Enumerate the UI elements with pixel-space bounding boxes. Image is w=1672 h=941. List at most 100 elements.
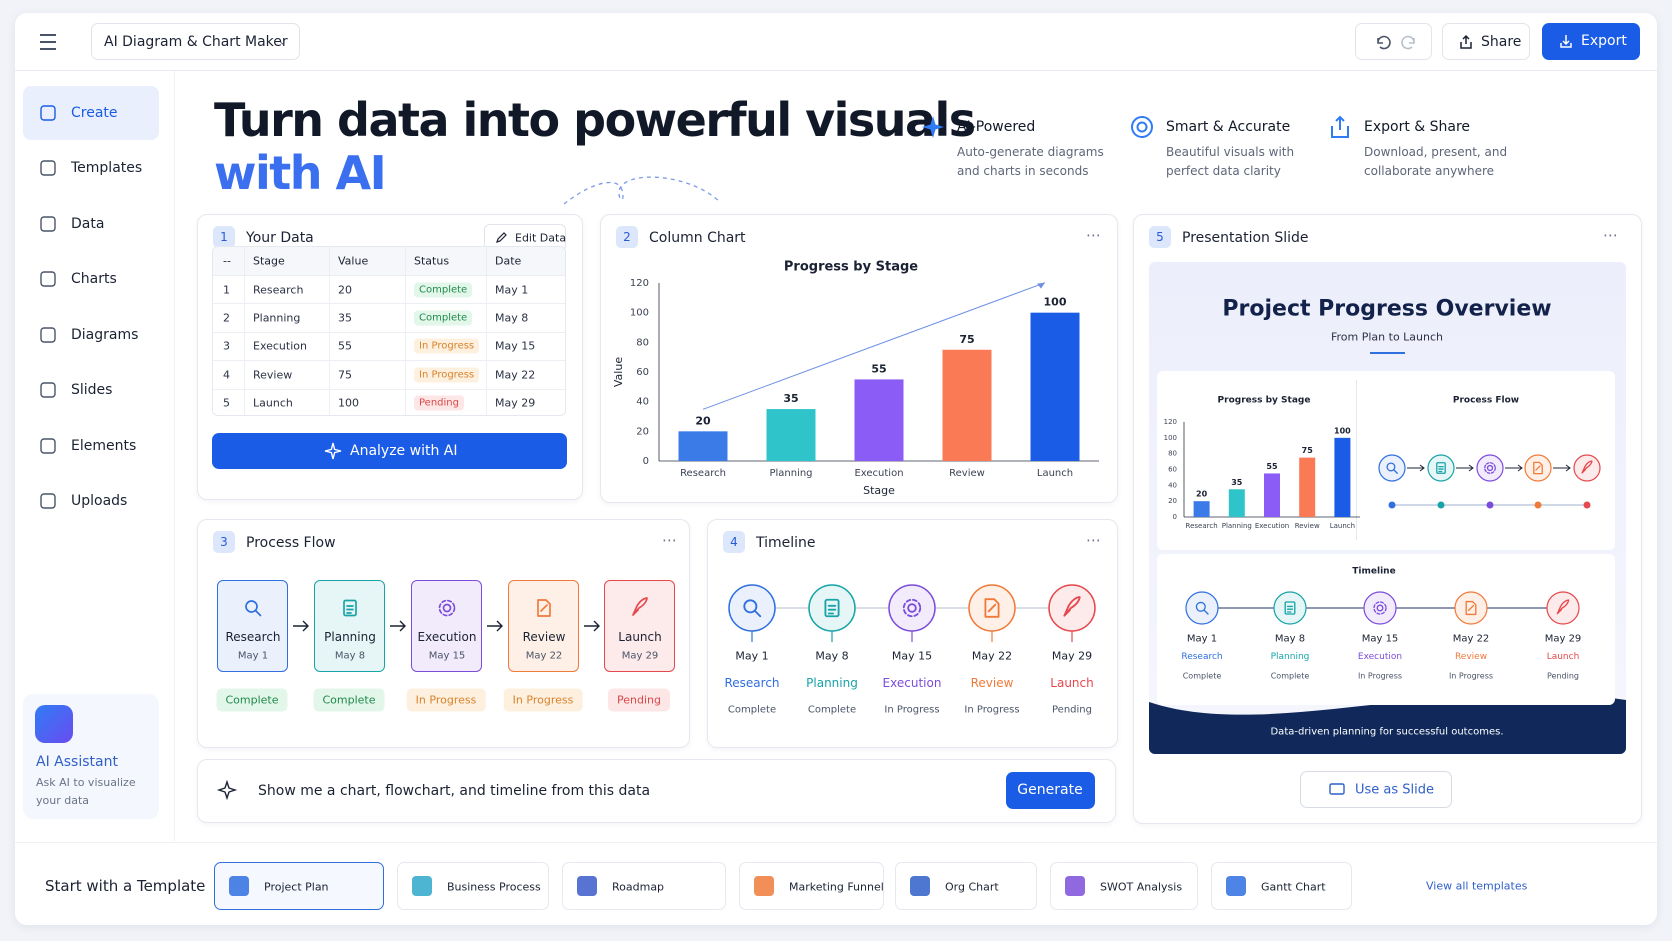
ai-assistant-card[interactable]: AI Assistant Ask AI to visualize your dat… <box>23 694 159 819</box>
status-pill: In Progress <box>406 688 486 712</box>
template-label: Roadmap <box>612 880 665 894</box>
template-card[interactable]: Roadmap <box>562 862 726 910</box>
icon <box>1465 600 1477 616</box>
slide-footer: Data-driven planning for successful outc… <box>1270 726 1504 738</box>
status-pill: Complete <box>313 688 385 712</box>
share-button[interactable]: Share <box>1442 23 1530 60</box>
column-header: -- <box>223 254 231 268</box>
column-header: Stage <box>253 254 285 268</box>
template-card[interactable]: Business Process <box>397 862 549 910</box>
status-pill: In Progress <box>414 338 480 354</box>
app-title-dropdown[interactable]: AI Diagram & Chart Maker ⌄ <box>91 23 300 60</box>
generate-button[interactable]: Generate <box>1006 772 1095 809</box>
icon <box>1486 464 1494 472</box>
sidebar-item[interactable]: Data <box>23 197 159 251</box>
icon <box>632 597 648 616</box>
y-tick-label: 0 <box>643 456 649 467</box>
template-card[interactable]: Project Plan <box>214 862 384 910</box>
step-badge: 5 <box>1149 226 1171 248</box>
graphic <box>537 599 551 617</box>
template-card[interactable]: SWOT Analysis <box>1050 862 1198 910</box>
template-icon <box>754 876 774 896</box>
bar <box>942 349 992 461</box>
use-as-slide-button[interactable]: Use as Slide <box>1300 771 1452 808</box>
template-icon <box>910 876 930 896</box>
slide-timeline-name: Research <box>1181 652 1223 662</box>
template-card[interactable]: Marketing Funnel <box>739 862 884 910</box>
analyze-button[interactable]: Analyze with AI <box>212 433 567 469</box>
panel-title: Your Data <box>246 230 314 246</box>
graphic <box>343 599 357 617</box>
value-label: 75 <box>1302 446 1314 455</box>
more-menu[interactable]: ⋯ <box>1603 226 1619 244</box>
more-menu[interactable]: ⋯ <box>1086 531 1102 549</box>
sidebar-item[interactable]: Templates <box>23 141 159 195</box>
timeline-node <box>728 584 776 632</box>
bar <box>678 431 728 461</box>
panel-title: Presentation Slide <box>1182 230 1309 246</box>
process-step: Launch May 29 <box>604 580 675 672</box>
table-cell: Execution <box>253 339 307 353</box>
y-tick-label: 40 <box>1168 481 1177 489</box>
slide-title: Project Progress Overview <box>1222 296 1552 322</box>
row-divider <box>213 331 565 333</box>
more-menu[interactable]: ⋯ <box>1086 226 1102 244</box>
step-date: May 22 <box>525 650 563 662</box>
slide-timeline-card <box>1157 554 1615 705</box>
view-all-templates[interactable]: View all templates <box>1426 879 1528 893</box>
y-tick-label: 80 <box>1168 450 1177 458</box>
status-pill: Complete <box>216 688 288 712</box>
table-cell: May 29 <box>495 396 536 410</box>
column-divider <box>405 247 406 415</box>
graphic <box>40 327 56 343</box>
sidebar-item[interactable]: Charts <box>23 252 159 306</box>
y-tick-label: 120 <box>630 278 649 289</box>
template-card[interactable]: Gantt Chart <box>1211 862 1352 910</box>
table-cell: 35 <box>338 311 352 325</box>
graphic <box>40 438 56 454</box>
bar <box>1334 437 1351 517</box>
template-card[interactable]: Org Chart <box>895 862 1037 910</box>
icon <box>1376 604 1384 612</box>
sidebar-label: Elements <box>71 438 137 454</box>
prompt-text[interactable]: Show me a chart, flowchart, and timeline… <box>258 783 651 799</box>
table-cell: 4 <box>223 368 230 382</box>
undo-redo[interactable] <box>1355 23 1432 60</box>
slide-timeline-status: Pending <box>1547 671 1579 681</box>
step-number: 4 <box>730 535 738 549</box>
icon <box>1484 462 1496 474</box>
slide-timeline-date: May 15 <box>1361 633 1399 645</box>
icon <box>827 604 837 615</box>
bar <box>766 409 816 461</box>
table-cell: 3 <box>223 339 230 353</box>
timeline-name: Review <box>970 676 1014 690</box>
icon <box>245 600 258 613</box>
step-date: May 15 <box>428 650 466 662</box>
y-tick-label: 60 <box>636 367 649 378</box>
more-menu[interactable]: ⋯ <box>662 531 678 549</box>
slide-timeline-name: Review <box>1454 652 1488 662</box>
value-label: 35 <box>1231 478 1243 487</box>
graphic <box>1560 35 1572 48</box>
sidebar-item[interactable]: Diagrams <box>23 308 159 362</box>
status-pill: Complete <box>414 282 473 297</box>
step-date: May 29 <box>621 650 659 662</box>
analyze-label: Analyze with AI <box>350 443 458 459</box>
hero-highlight: with AI <box>214 146 387 200</box>
sidebar-item[interactable]: Create <box>23 86 159 140</box>
sidebar-item[interactable]: Elements <box>23 419 159 473</box>
icon <box>1393 469 1398 474</box>
icon <box>922 116 944 138</box>
template-label: Project Plan <box>264 880 329 894</box>
icon <box>216 779 238 801</box>
chart-panel: 2 Column Chart ⋯ Progress by Stage 0 20 40 60 80… <box>600 214 1118 503</box>
bar <box>854 379 904 461</box>
process-panel: 3 Process Flow ⋯ Research May 1 Complete Plann… <box>197 519 690 748</box>
sidebar-item[interactable]: Slides <box>23 363 159 417</box>
sidebar-item[interactable]: Uploads <box>23 474 159 528</box>
arrow <box>1553 464 1571 472</box>
column-divider <box>329 247 330 415</box>
export-button[interactable]: Export <box>1542 23 1640 60</box>
timeline-node <box>808 584 856 632</box>
